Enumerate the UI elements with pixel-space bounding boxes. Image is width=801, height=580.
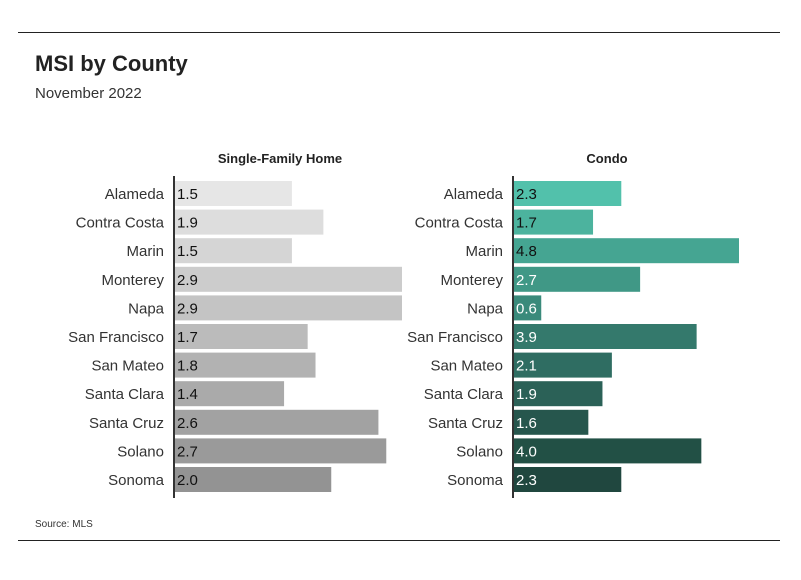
category-label: Monterey <box>101 272 164 289</box>
panel-title: Condo <box>586 151 627 166</box>
panel-title: Single-Family Home <box>218 151 342 166</box>
data-label: 1.9 <box>177 215 198 232</box>
category-label: San Mateo <box>91 358 164 375</box>
category-label: San Francisco <box>68 329 164 346</box>
data-label: 1.5 <box>177 186 198 203</box>
bar <box>513 266 641 292</box>
category-label: Contra Costa <box>76 215 165 232</box>
bar <box>174 238 292 264</box>
bar <box>513 238 739 264</box>
bar <box>174 438 387 464</box>
bar <box>174 409 379 435</box>
chart-subtitle: November 2022 <box>35 85 142 102</box>
chart-title: MSI by County <box>35 51 189 76</box>
category-label: Solano <box>117 443 164 460</box>
bar <box>513 295 542 321</box>
bar <box>513 181 622 206</box>
bar <box>513 209 594 235</box>
data-label: 1.6 <box>516 415 537 432</box>
data-label: 4.0 <box>516 443 537 460</box>
bar <box>174 181 292 206</box>
category-label: Marin <box>465 243 503 260</box>
category-label: Alameda <box>444 186 504 203</box>
data-label: 2.9 <box>177 272 198 289</box>
data-label: 4.8 <box>516 243 537 260</box>
data-label: 2.1 <box>516 358 537 375</box>
bar <box>174 381 285 407</box>
data-label: 1.9 <box>516 386 537 403</box>
category-label: Solano <box>456 443 503 460</box>
data-label: 3.9 <box>516 329 537 346</box>
panel-condo: Condo Alameda 2.3 Contra Costa 1.7 Marin 4.8 Mo… <box>407 151 739 498</box>
data-label: 1.7 <box>516 215 537 232</box>
category-label: Napa <box>128 300 165 317</box>
category-label: Santa Clara <box>85 386 165 403</box>
bar <box>174 209 324 235</box>
data-label: 2.7 <box>177 443 198 460</box>
data-label: 1.7 <box>177 329 198 346</box>
category-label: San Mateo <box>430 358 503 375</box>
category-label: Sonoma <box>447 472 504 489</box>
data-label: 2.3 <box>516 472 537 489</box>
category-label: Napa <box>467 300 504 317</box>
category-label: Sonoma <box>108 472 165 489</box>
bar <box>513 438 702 464</box>
data-label: 1.8 <box>177 358 198 375</box>
category-label: Marin <box>126 243 164 260</box>
bar <box>513 381 603 407</box>
data-label: 1.4 <box>177 386 198 403</box>
data-label: 0.6 <box>516 300 537 317</box>
category-label: Santa Clara <box>424 386 504 403</box>
data-label: 2.3 <box>516 186 537 203</box>
data-label: 2.0 <box>177 472 198 489</box>
category-label: Monterey <box>440 272 503 289</box>
category-label: Alameda <box>105 186 165 203</box>
bar <box>174 352 316 378</box>
category-label: Santa Cruz <box>428 415 503 432</box>
bar <box>513 467 622 492</box>
bar <box>513 409 589 435</box>
category-label: Contra Costa <box>415 215 504 232</box>
category-label: Santa Cruz <box>89 415 164 432</box>
category-label: San Francisco <box>407 329 503 346</box>
bar <box>174 295 402 321</box>
bar <box>174 324 308 349</box>
panel-single-family: Single-Family Home Alameda 1.5 Contra Costa… <box>68 151 402 498</box>
data-label: 2.6 <box>177 415 198 432</box>
data-label: 1.5 <box>177 243 198 260</box>
bar <box>513 324 697 349</box>
bar <box>174 266 402 292</box>
source-note: Source: MLS <box>35 519 93 530</box>
data-label: 2.7 <box>516 272 537 289</box>
bar <box>174 467 332 492</box>
bar <box>513 352 612 378</box>
data-label: 2.9 <box>177 300 198 317</box>
